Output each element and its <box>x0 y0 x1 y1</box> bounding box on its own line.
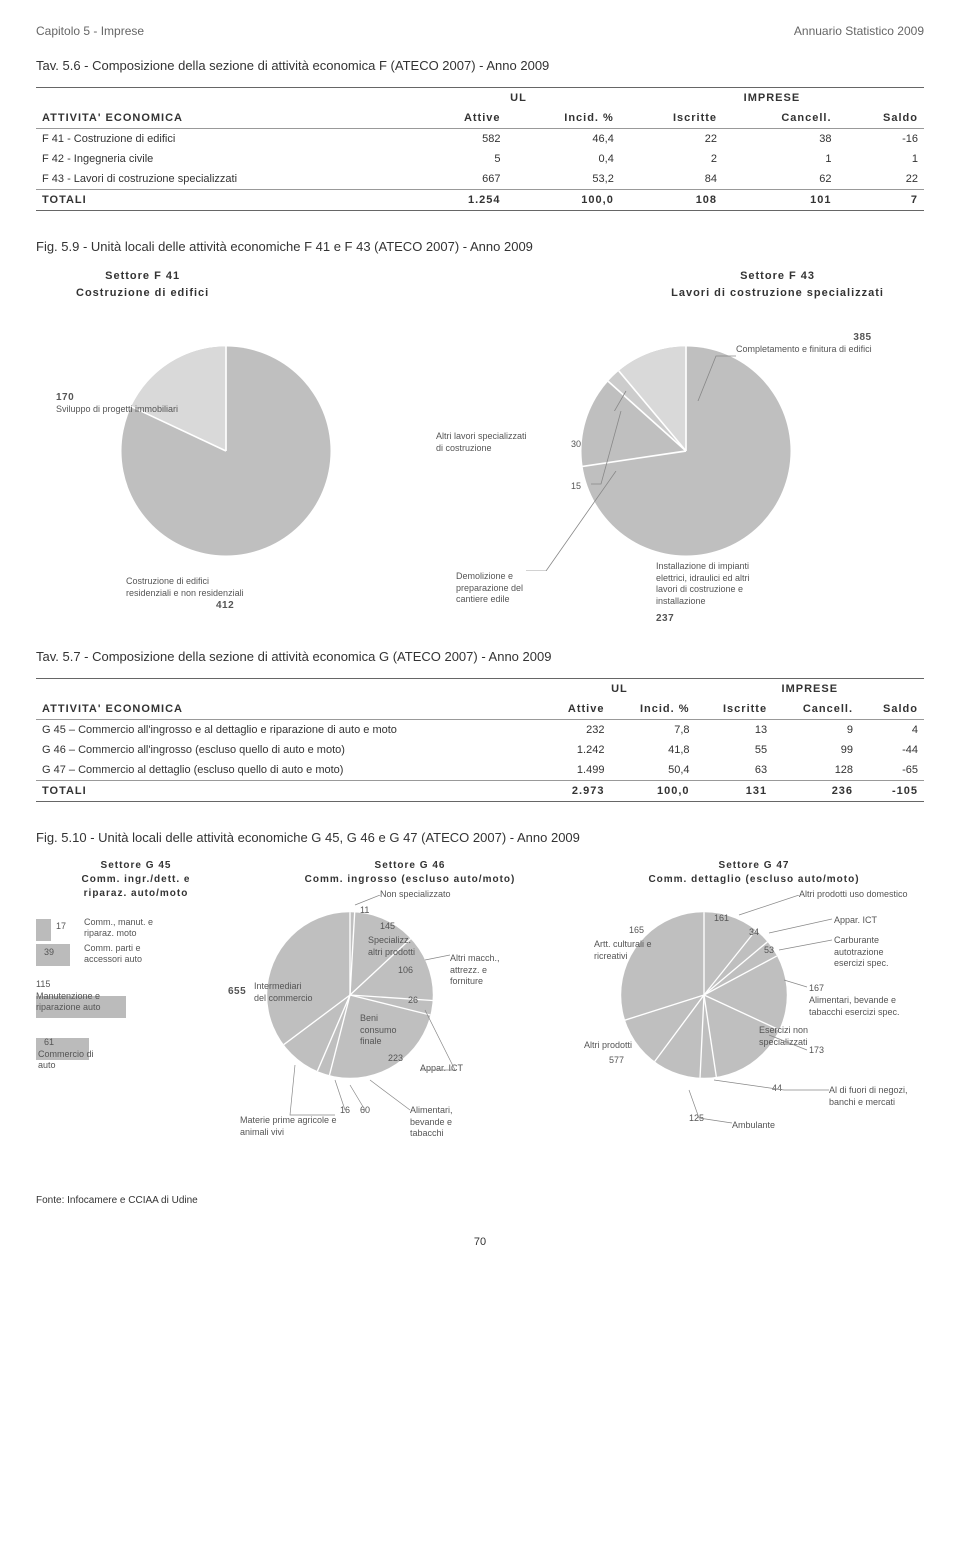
th-saldo: Saldo <box>838 108 924 129</box>
lbl-demo1: Demolizione e <box>456 571 523 583</box>
lbl-demo2: preparazione del <box>456 583 523 595</box>
lbl-costr-num: 412 <box>216 599 244 612</box>
fig59-title: Fig. 5.9 - Unità locali delle attività e… <box>36 239 924 254</box>
lbl-costr-txt1: Costruzione di edifici <box>126 576 244 588</box>
tav57-table: UL IMPRESE ATTIVITA' ECONOMICA Attive In… <box>36 678 924 802</box>
lbl-altri-txt1: Altri lavori specializzati <box>436 431 527 443</box>
th-ul: UL <box>417 88 620 108</box>
table-row: G 47 – Commercio al dettaglio (escluso q… <box>36 760 924 781</box>
header-right: Annuario Statistico 2009 <box>794 24 924 38</box>
leaders-g47 <box>584 895 924 1145</box>
g46-h1: Settore G 46 <box>240 859 580 873</box>
totali-row2: TOTALI 2.973 100,0 131 236 -105 <box>36 781 924 802</box>
th-imprese: IMPRESE <box>620 88 924 108</box>
fonte-line: Fonte: Infocamere e CCIAA di Udine <box>36 1195 924 1206</box>
lbl-sviluppo-num: 170 <box>56 391 178 404</box>
table-row: F 41 - Costruzione di edifici 582 46,4 2… <box>36 129 924 149</box>
lbl-inst2: elettrici, idraulici ed altri <box>656 573 750 585</box>
bar-g45-0 <box>36 919 51 941</box>
table-row: G 45 – Commercio all'ingrosso e al detta… <box>36 720 924 740</box>
table-row: G 46 – Commercio all'ingrosso (escluso q… <box>36 740 924 760</box>
pie-f41 <box>116 341 336 561</box>
leader-demo <box>516 471 636 571</box>
lbl-sviluppo-txt: Sviluppo di progetti immobiliari <box>56 404 178 416</box>
fig59-chart-area: 170 Sviluppo di progetti immobiliari Cos… <box>36 311 924 631</box>
leader-compl <box>656 341 856 401</box>
g45-h2: Comm. ingr./dett. e <box>36 873 236 887</box>
th-activity: ATTIVITA' ECONOMICA <box>36 108 417 129</box>
header-left: Capitolo 5 - Imprese <box>36 24 144 38</box>
leader-altri <box>536 371 656 411</box>
tav56-title: Tav. 5.6 - Composizione della sezione di… <box>36 58 924 73</box>
tav57-title: Tav. 5.7 - Composizione della sezione di… <box>36 649 924 664</box>
tav56-table: UL IMPRESE ATTIVITA' ECONOMICA Attive In… <box>36 87 924 211</box>
lbl-costr-txt2: residenziali e non residenziali <box>126 588 244 600</box>
lbl-demo3: cantiere edile <box>456 594 523 606</box>
table-row: F 43 - Lavori di costruzione specializza… <box>36 169 924 190</box>
lbl-inst-num: 237 <box>656 612 750 625</box>
g46-h2: Comm. ingrosso (escluso auto/moto) <box>240 873 580 887</box>
fig510-area: Settore G 45 Comm. ingr./dett. e riparaz… <box>36 859 924 1175</box>
g47-h2: Comm. dettaglio (escluso auto/moto) <box>584 873 924 887</box>
th-incid: Incid. % <box>507 108 620 129</box>
page-number: 70 <box>36 1236 924 1248</box>
leaders-g46 <box>240 895 520 1135</box>
th-attive: Attive <box>417 108 506 129</box>
th-cancell: Cancell. <box>723 108 837 129</box>
sector-f43-1: Settore F 43 <box>671 268 884 285</box>
th-activity2: ATTIVITA' ECONOMICA <box>36 699 543 720</box>
lbl-inst3: lavori di costruzione e <box>656 584 750 596</box>
lbl-inst4: installazione <box>656 596 750 608</box>
g45-h3: riparaz. auto/moto <box>36 887 236 901</box>
th-iscritte: Iscritte <box>620 108 723 129</box>
sector-f43-2: Lavori di costruzione specializzati <box>671 285 884 302</box>
g47-h1: Settore G 47 <box>584 859 924 873</box>
lbl-altri-txt2: di costruzione <box>436 443 527 455</box>
table-row: F 42 - Ingegneria civile 5 0,4 2 1 1 <box>36 149 924 169</box>
lbl-inst1: Installazione di impianti <box>656 561 750 573</box>
sector-f41-2: Costruzione di edifici <box>76 285 209 302</box>
th-ul2: UL <box>543 679 695 699</box>
th-imprese2: IMPRESE <box>696 679 924 699</box>
totali-row: TOTALI 1.254 100,0 108 101 7 <box>36 190 924 211</box>
g45-h1: Settore G 45 <box>36 859 236 873</box>
sector-f41-1: Settore F 41 <box>76 268 209 285</box>
fig59-sector-headers: Settore F 41 Costruzione di edifici Sett… <box>76 268 884 301</box>
page-header: Capitolo 5 - Imprese Annuario Statistico… <box>36 24 924 38</box>
fig510-title: Fig. 5.10 - Unità locali delle attività … <box>36 830 924 845</box>
